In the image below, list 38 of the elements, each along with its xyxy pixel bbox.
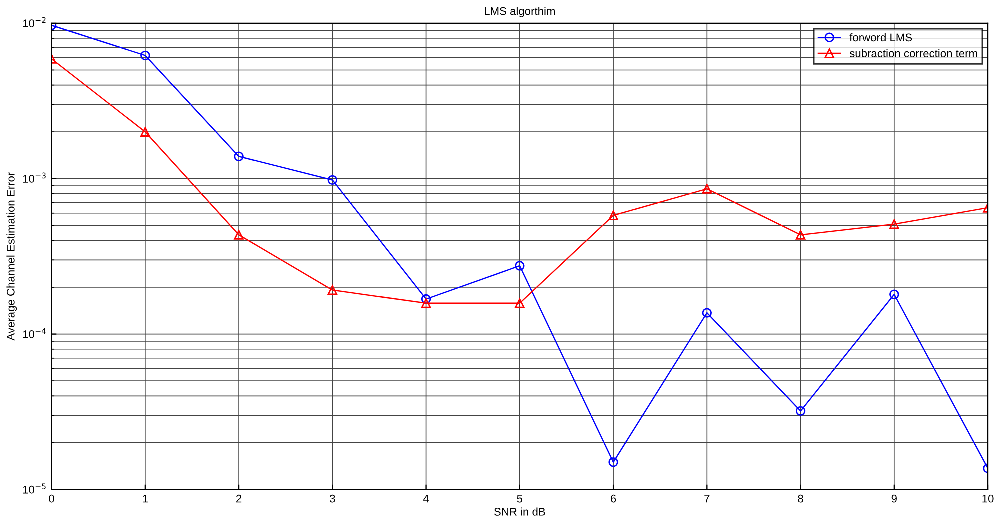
legend-label: forword LMS <box>850 33 912 42</box>
point <box>515 261 525 271</box>
point <box>890 290 900 300</box>
point <box>140 50 150 61</box>
x-tick-label: 3 <box>330 494 336 503</box>
y-tick-label: 10$^{−3}$ <box>23 172 46 183</box>
y-tick-label: 10$^{−4}$ <box>23 328 46 338</box>
x-tick-label: 5 <box>517 495 523 503</box>
point <box>796 230 806 240</box>
x-tick-label: 6 <box>611 494 616 503</box>
legend-label: subraction correction term <box>850 49 978 58</box>
point <box>796 406 806 416</box>
x-tick-label: 1 <box>143 495 148 503</box>
point <box>890 219 900 230</box>
y-tick-label: 10$^{−5}$ <box>23 484 46 494</box>
point <box>328 285 338 296</box>
point <box>608 210 618 221</box>
y-tick-label: 10$^{−2}$ <box>23 17 46 28</box>
y-axis-title: Average Channel Estimation Error <box>6 172 18 341</box>
point <box>140 127 150 137</box>
x-axis-title: SNR in dB <box>494 508 546 516</box>
x-tick-label: 0 <box>49 494 54 503</box>
point <box>608 458 618 468</box>
x-tick-label: 4 <box>423 495 430 503</box>
x-tick-label: 9 <box>892 494 897 503</box>
point <box>702 184 712 194</box>
chart-title: LMS algorthim <box>485 7 555 18</box>
point <box>234 152 244 162</box>
point <box>421 298 432 308</box>
x-tick-label: 2 <box>236 494 242 503</box>
point <box>421 294 432 304</box>
point <box>515 298 525 308</box>
x-tick-label: 10 <box>982 494 994 503</box>
point <box>702 308 712 318</box>
point <box>234 230 244 240</box>
x-tick-label: 8 <box>798 494 804 503</box>
point <box>328 175 338 186</box>
x-tick-label: 7 <box>704 495 710 503</box>
